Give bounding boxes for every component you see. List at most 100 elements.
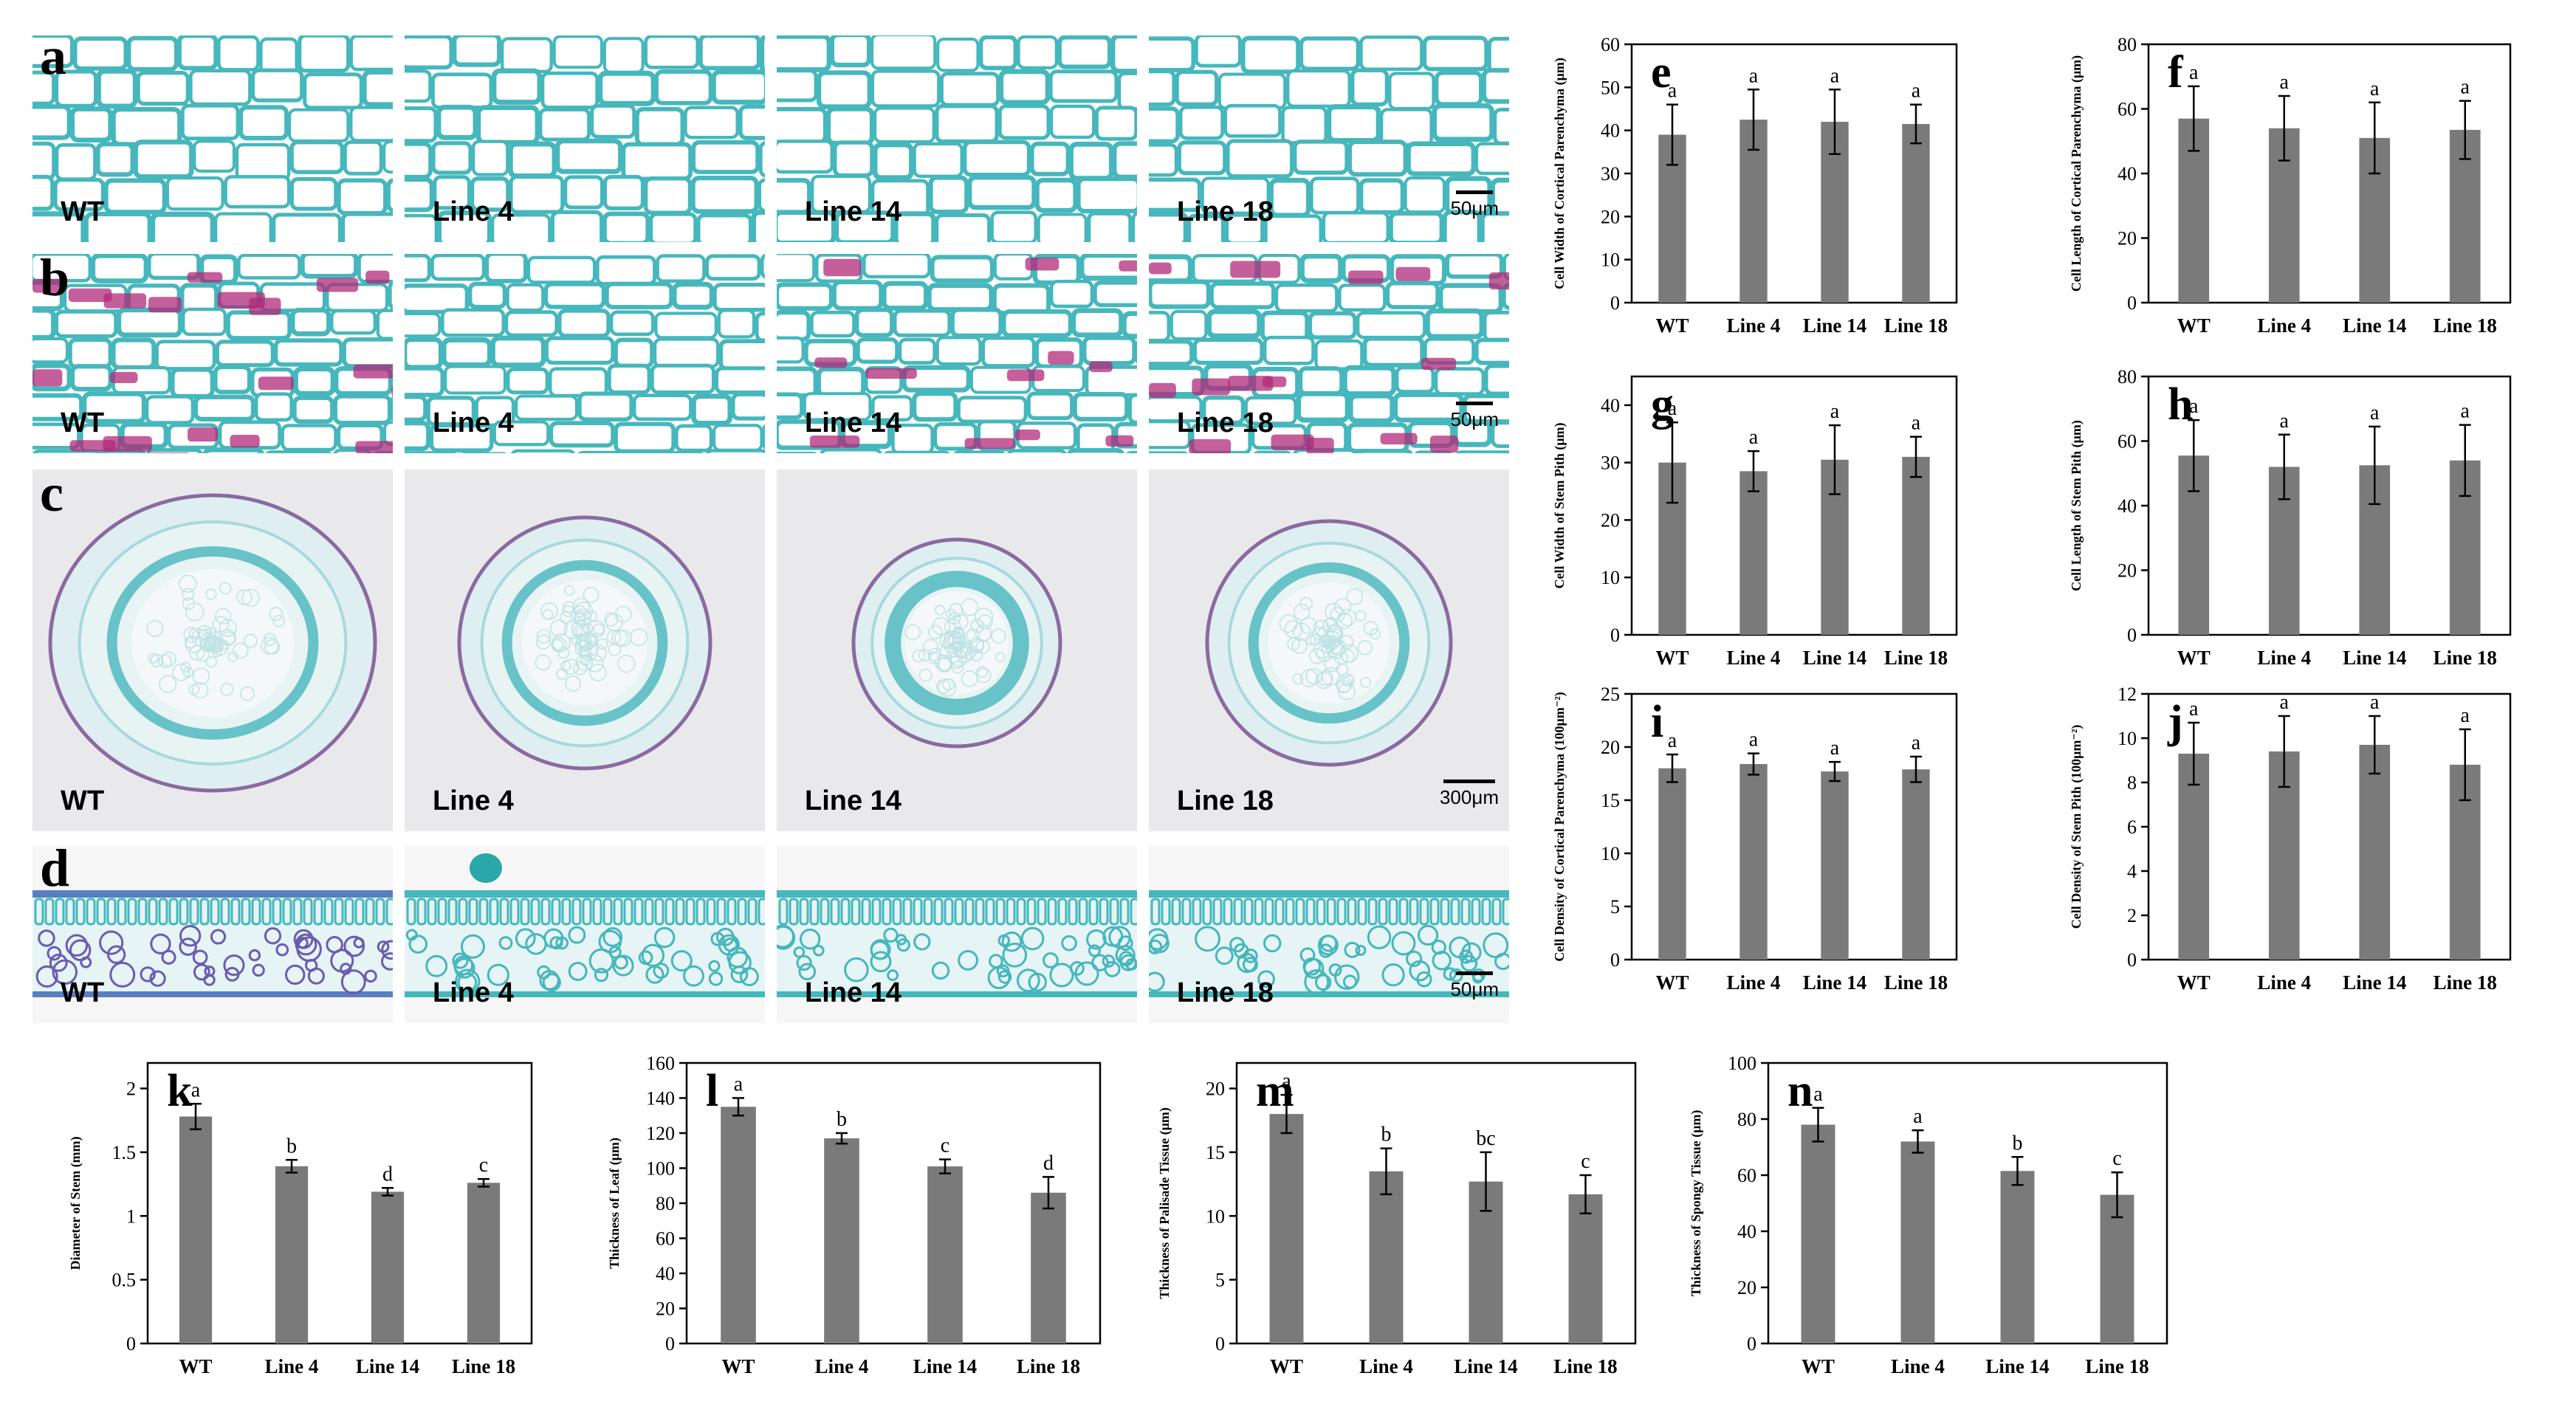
significance-letter: a [1830, 400, 1840, 423]
x-tick-label: Line 18 [1884, 971, 1948, 994]
plot-frame [1630, 375, 1958, 636]
plot-frame [1630, 692, 1958, 961]
micrograph-image [1149, 469, 1509, 831]
y-tick-label: 60 [2118, 99, 2137, 120]
panel-label-g: g [1651, 379, 1674, 430]
chart-svg: 0 20 40 60 80 Cell Length of Stem Pith (μm) a W… [2069, 366, 2512, 669]
y-tick-label: 20 [1601, 206, 1620, 227]
micrograph-a-1: Line 4 [405, 35, 765, 242]
significance-letter: a [191, 1078, 201, 1101]
y-tick-label: 5 [1215, 1270, 1225, 1291]
y-tick-label: 40 [2118, 163, 2137, 185]
y-tick-label: 12 [2118, 684, 2137, 705]
bar [1739, 471, 1768, 635]
x-tick-label: WT [2177, 314, 2211, 337]
y-axis-label: Cell Density of Cortical Parenchyma (100… [1552, 692, 1567, 961]
x-tick-label: WT [1655, 647, 1689, 669]
chart-svg: 0 5 10 15 20 Thickness of Palisade Tissue (μm… [1157, 1061, 1637, 1377]
micrograph-d-2: Line 14 [777, 846, 1137, 1023]
x-tick-label: WT [1270, 1355, 1303, 1377]
micrograph-line-label: Line 18 [1177, 785, 1274, 816]
micrograph-line-label: Line 18 [1177, 407, 1274, 438]
y-tick-label: 80 [2118, 366, 2137, 388]
bar [721, 1107, 756, 1343]
y-axis-label: Thickness of Palisade Tissue (μm) [1157, 1107, 1172, 1299]
significance-letter: a [1749, 426, 1759, 449]
significance-letter: a [1830, 64, 1840, 87]
significance-letter: a [1668, 80, 1677, 103]
scale-bar-line [1456, 402, 1494, 405]
y-tick-label: 40 [2118, 495, 2137, 517]
significance-letter: a [1912, 732, 1921, 754]
y-tick-label: 20 [1601, 509, 1620, 531]
micrograph-b-1: Line 4 [405, 254, 765, 453]
significance-letter: c [479, 1154, 488, 1177]
significance-letter: a [1912, 80, 1921, 103]
x-tick-label: Line 14 [356, 1355, 419, 1377]
x-tick-label: Line 14 [1454, 1355, 1517, 1377]
micrograph-c-3: Line 18 300μm [1149, 469, 1509, 831]
y-tick-label: 10 [1206, 1205, 1225, 1227]
y-tick-label: 20 [656, 1298, 675, 1320]
micrograph-image [405, 254, 765, 453]
micrograph-line-label: WT [61, 407, 105, 438]
significance-letter: a [1668, 397, 1677, 420]
x-tick-label: Line 4 [2257, 314, 2311, 337]
micrograph-line-label: Line 14 [805, 407, 901, 438]
micrograph-image [32, 35, 393, 242]
x-tick-label: Line 14 [1803, 971, 1866, 994]
x-tick-label: Line 4 [265, 1355, 319, 1377]
y-tick-label: 20 [2118, 228, 2137, 250]
y-tick-label: 0 [1747, 1333, 1756, 1355]
micrograph-image [777, 846, 1137, 1023]
y-tick-label: 30 [1601, 452, 1620, 474]
x-tick-label: Line 4 [815, 1355, 869, 1377]
chart-svg: 0 20 40 60 80 100 Thickness of Spongy Tissue (… [1689, 1053, 2168, 1377]
panel-label-l: l [706, 1066, 718, 1116]
x-tick-label: Line 14 [1985, 1355, 2049, 1377]
y-tick-label: 160 [646, 1053, 675, 1074]
micrograph-image [405, 469, 765, 831]
chart-f: 0 20 40 60 80 Cell Length of Cortical Parench… [2045, 30, 2525, 347]
micrograph-line-label: Line 14 [805, 977, 901, 1008]
y-tick-label: 0 [1610, 292, 1620, 314]
plot-frame [146, 1061, 533, 1345]
chart-svg: 0 0.5 1 1.5 2 Diameter of Stem (mm) a WT b Line 4… [68, 1061, 533, 1377]
y-tick-label: 0 [2127, 292, 2137, 314]
y-tick-label: 30 [1601, 163, 1620, 185]
bar [1801, 1124, 1835, 1343]
bar [2100, 1194, 2134, 1343]
x-tick-label: Line 18 [2434, 971, 2497, 994]
bar [2359, 745, 2391, 960]
micrograph-image [777, 469, 1137, 831]
x-tick-label: Line 4 [1359, 1355, 1413, 1377]
y-tick-label: 25 [1601, 684, 1620, 705]
y-tick-label: 0 [1610, 949, 1620, 971]
x-tick-label: WT [179, 1355, 212, 1377]
chart-svg: 0 5 10 15 20 25 Cell Density of Cortical Paren… [1552, 684, 1958, 994]
micrograph-b-2: Line 14 [777, 254, 1137, 453]
y-axis-label: Diameter of Stem (mm) [68, 1136, 83, 1270]
micrograph-c-2: Line 14 [777, 469, 1137, 831]
micrograph-line-label: Line 4 [433, 196, 514, 227]
panel-label-i: i [1651, 697, 1663, 747]
panel-label-d: d [40, 839, 70, 898]
chart-m: 0 5 10 15 20 Thickness of Palisade Tissue (μm… [1133, 1048, 1650, 1388]
y-axis-label: Cell Length of Stem Pith (μm) [2069, 420, 2084, 591]
x-tick-label: WT [721, 1355, 755, 1377]
significance-letter: c [1581, 1150, 1590, 1173]
y-tick-label: 8 [2127, 772, 2137, 794]
micrograph-image [1149, 846, 1509, 1023]
y-tick-label: 60 [1737, 1165, 1756, 1186]
bar [2000, 1171, 2035, 1343]
significance-letter: a [2189, 61, 2199, 84]
micrograph-image [777, 35, 1137, 242]
scale-bar-label: 50μm [1450, 978, 1499, 1000]
significance-letter: b [1381, 1123, 1392, 1146]
scale-bar-label: 50μm [1450, 197, 1499, 219]
bar [2178, 754, 2210, 960]
micrograph-a-0: WT [32, 35, 393, 242]
x-tick-label: Line 18 [2434, 647, 2497, 669]
chart-h: 0 20 40 60 80 Cell Length of Stem Pith (μm) a W… [2045, 362, 2525, 679]
micrograph-image [405, 846, 765, 1023]
